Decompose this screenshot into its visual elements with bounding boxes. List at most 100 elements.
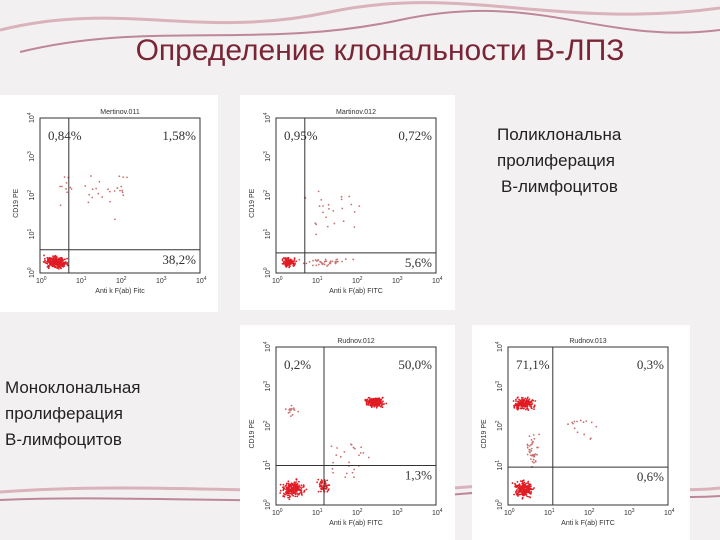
event-dot xyxy=(284,259,287,262)
tick-exponent: 3 xyxy=(263,151,269,154)
event-dot xyxy=(518,398,520,401)
tick-exponent: 2 xyxy=(360,508,363,514)
event-dot xyxy=(297,410,300,413)
event-dot xyxy=(368,401,370,404)
event-dot xyxy=(582,421,585,424)
event-dot xyxy=(69,186,72,189)
event-dot xyxy=(49,261,52,263)
event-dot xyxy=(292,484,294,487)
event-dot xyxy=(57,261,60,264)
event-dot xyxy=(317,190,320,193)
event-dot xyxy=(532,434,535,436)
quadrant-percent: 1,58% xyxy=(162,128,196,143)
event-dot xyxy=(367,404,370,406)
event-dot xyxy=(320,482,323,485)
tick-base: 10 xyxy=(624,510,632,517)
event-dot xyxy=(378,397,380,400)
x-tick-label: 104 xyxy=(432,508,443,517)
event-dot xyxy=(349,443,352,446)
x-tick-label: 101 xyxy=(544,508,555,517)
y-tick-label: 100 xyxy=(263,499,272,510)
event-dot xyxy=(527,480,530,483)
event-dot xyxy=(523,403,526,405)
event-dot xyxy=(300,493,303,495)
event-dot xyxy=(516,480,519,483)
event-dot xyxy=(285,488,288,490)
quadrant-percent: 38,2% xyxy=(162,252,196,267)
event-dot xyxy=(288,498,291,501)
event-dot xyxy=(528,448,531,451)
event-dot xyxy=(326,490,329,493)
event-dot xyxy=(324,258,327,261)
event-dot xyxy=(281,486,284,489)
event-dot xyxy=(314,259,317,261)
event-dot xyxy=(66,257,68,260)
event-dot xyxy=(528,485,531,488)
event-dot xyxy=(526,403,529,405)
flow-plot: Mertinov.011 0,84% 1,58% 38,2% CD19 PE Anti k… xyxy=(13,109,207,295)
event-dot xyxy=(353,476,355,479)
y-tick-label: 100 xyxy=(263,267,272,278)
plot-frame xyxy=(275,346,437,506)
tick-base: 10 xyxy=(272,278,280,285)
y-tick-label: 102 xyxy=(495,420,504,431)
flow-plot: Martinov.012 0,95% 0,72% 5,6% CD19 PE Anti k … xyxy=(249,109,443,295)
event-dot xyxy=(84,185,87,187)
event-dot xyxy=(370,406,373,409)
event-dot xyxy=(321,480,324,482)
event-dot xyxy=(47,267,50,270)
tick-base: 10 xyxy=(265,463,272,471)
event-dot xyxy=(320,484,323,487)
tick-exponent: 4 xyxy=(204,276,207,282)
event-dot xyxy=(340,195,343,198)
x-tick-label: 100 xyxy=(272,508,283,517)
event-dot xyxy=(282,488,285,491)
event-dot xyxy=(63,261,66,264)
tick-exponent: 1 xyxy=(320,508,323,514)
event-dot xyxy=(302,484,305,486)
flow-plot: Rudnov.013 71,1% 0,3% 0,6% CD19 PE Anti k F(a… xyxy=(481,338,675,527)
event-dot xyxy=(520,401,523,404)
event-dot xyxy=(358,205,361,208)
event-dot xyxy=(526,484,529,487)
event-dot xyxy=(291,490,294,493)
event-dot xyxy=(521,496,524,499)
event-dot xyxy=(519,407,522,410)
tick-base: 10 xyxy=(392,510,400,517)
event-dot xyxy=(528,435,531,438)
tick-base: 10 xyxy=(584,510,592,517)
event-dot xyxy=(283,492,285,495)
event-dot xyxy=(529,445,531,447)
event-dot xyxy=(324,260,326,263)
event-dot xyxy=(529,454,532,457)
event-dot xyxy=(295,481,297,483)
event-dot xyxy=(572,422,574,425)
event-dot xyxy=(515,493,518,496)
y-tick-label: 103 xyxy=(495,381,504,392)
event-dot xyxy=(530,405,533,408)
event-dot xyxy=(298,492,301,495)
tick-base: 10 xyxy=(544,510,552,517)
event-dot xyxy=(516,484,519,487)
plot-file-name: Rudnov.012 xyxy=(337,338,374,345)
event-dot xyxy=(43,260,46,263)
event-dot xyxy=(281,259,284,262)
tick-exponent: 3 xyxy=(400,276,403,282)
quadrant-percent: 0,72% xyxy=(398,128,432,143)
event-dot xyxy=(315,233,318,236)
event-dot xyxy=(290,488,293,491)
event-dot xyxy=(525,482,528,485)
event-dot xyxy=(287,262,290,265)
event-dot xyxy=(359,451,362,454)
tick-exponent: 3 xyxy=(495,381,501,384)
event-dot xyxy=(61,263,64,266)
event-dot xyxy=(61,185,63,188)
event-dot xyxy=(519,490,522,493)
event-dot xyxy=(529,483,532,486)
event-dot xyxy=(365,400,368,403)
event-dot xyxy=(317,263,320,266)
event-dot xyxy=(595,425,598,428)
event-dot xyxy=(528,488,531,491)
tick-exponent: 1 xyxy=(27,228,33,231)
